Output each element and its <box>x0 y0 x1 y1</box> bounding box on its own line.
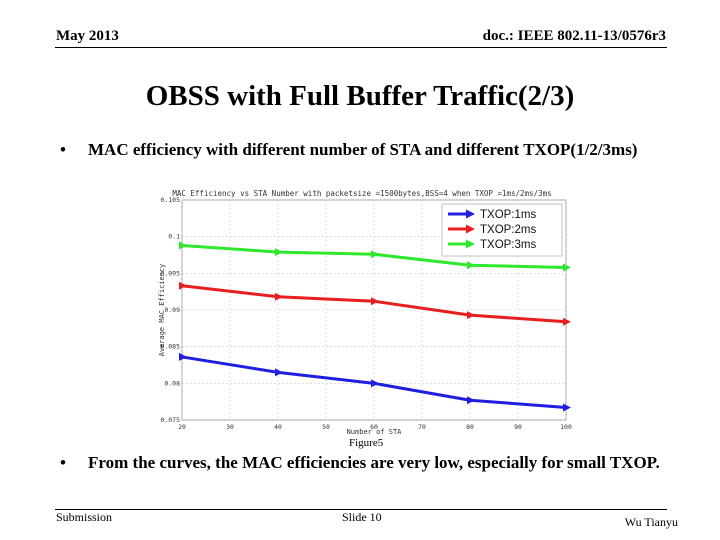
series-1-point <box>467 396 475 405</box>
y-tick-label: 0.085 <box>160 343 180 351</box>
x-axis-label: Number of STA <box>347 428 403 436</box>
chart-legend: TXOP:1ms TXOP:2ms TXOP:3ms <box>441 203 563 257</box>
series-1-point <box>563 403 571 412</box>
y-tick-label: 0.1 <box>168 233 180 241</box>
y-tick-label: 0.095 <box>160 269 180 277</box>
series-1-point <box>371 379 379 388</box>
x-tick-label: 100 <box>560 423 572 431</box>
series-2-point <box>371 297 379 306</box>
y-tick-label: 0.075 <box>160 416 180 424</box>
y-tick-label: 0.09 <box>164 306 180 314</box>
x-tick-label: 40 <box>274 423 282 431</box>
slide-title: OBSS with Full Buffer Traffic(2/3) <box>145 80 575 112</box>
footer-author: Wu Tianyu <box>624 515 678 529</box>
legend-marker-3 <box>466 239 475 249</box>
y-tick-label: 0.105 <box>160 196 180 204</box>
series-2-point <box>467 311 475 320</box>
header-date: May 2013 <box>56 28 119 44</box>
legend-marker-2 <box>466 224 475 234</box>
series-2-point <box>179 281 187 290</box>
y-tick-layer: 0.075 0.08 0.085 0.09 0.095 0.1 0.105 <box>160 196 180 424</box>
bullet-2-text: From the curves, the MAC efficiencies ar… <box>88 453 660 472</box>
series-1-point <box>179 352 187 361</box>
x-tick-label: 20 <box>178 423 186 431</box>
x-tick-label: 90 <box>514 423 522 431</box>
footer-rule <box>55 509 667 510</box>
header-rule <box>55 47 667 48</box>
series-3-point <box>179 241 187 250</box>
header-doc-id: doc.: IEEE 802.11-13/0576r3 <box>482 28 666 44</box>
figure-caption: Figure5 <box>349 437 384 449</box>
series-1-point <box>275 368 283 377</box>
series-3-point <box>275 248 283 257</box>
legend-label-1: TXOP:1ms <box>480 209 536 221</box>
x-tick-layer: 20 30 40 50 60 70 80 90 100 <box>178 423 572 431</box>
legend-label-3: TXOP:3ms <box>480 239 536 251</box>
bullet-1-text: MAC efficiency with different number of … <box>88 140 638 159</box>
series-3-point <box>563 263 571 272</box>
series-3-point <box>467 261 475 270</box>
chart-title: MAC Efficiency vs STA Number with packet… <box>172 189 551 198</box>
x-tick-label: 30 <box>226 423 234 431</box>
footer-submission: Submission <box>56 510 113 524</box>
chart-container: MAC Efficiency vs STA Number with packet… <box>152 186 572 436</box>
series-3-point <box>371 250 379 259</box>
y-tick-label: 0.08 <box>164 379 180 387</box>
bullet-2-symbol: • <box>60 453 66 472</box>
mac-efficiency-chart: MAC Efficiency vs STA Number with packet… <box>158 189 572 436</box>
x-tick-label: 50 <box>322 423 330 431</box>
legend-label-2: TXOP:2ms <box>480 224 536 236</box>
series-2-point <box>563 317 571 326</box>
series-layer <box>179 241 571 412</box>
bullet-1-symbol: • <box>60 140 66 159</box>
x-tick-label: 60 <box>370 423 378 431</box>
x-tick-label: 80 <box>466 423 474 431</box>
x-tick-label: 70 <box>418 423 426 431</box>
footer-slide-number: Slide 10 <box>342 510 382 524</box>
legend-marker-1 <box>466 209 475 219</box>
series-2-point <box>275 292 283 301</box>
y-axis-label: Average MAC Efficiency <box>158 264 166 357</box>
